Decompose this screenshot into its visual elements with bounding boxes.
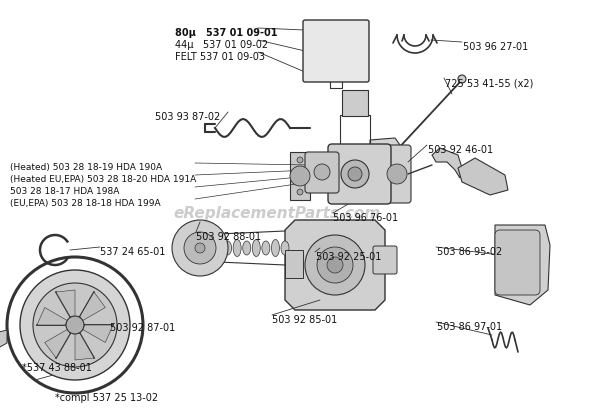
Polygon shape xyxy=(458,158,508,195)
Circle shape xyxy=(184,232,216,264)
Text: 503 96 76-01: 503 96 76-01 xyxy=(333,213,398,223)
Circle shape xyxy=(172,220,228,276)
Ellipse shape xyxy=(253,240,260,256)
Text: (Heated EU,EPA) 503 28 18-20 HDA 191A: (Heated EU,EPA) 503 28 18-20 HDA 191A xyxy=(10,175,196,184)
Circle shape xyxy=(387,164,407,184)
Bar xyxy=(342,90,368,116)
Bar xyxy=(290,152,310,200)
Text: 503 28 18-17 HDA 198A: 503 28 18-17 HDA 198A xyxy=(10,187,119,196)
Polygon shape xyxy=(75,333,94,360)
Circle shape xyxy=(458,75,466,83)
Ellipse shape xyxy=(281,241,289,255)
Circle shape xyxy=(20,270,130,380)
FancyBboxPatch shape xyxy=(328,144,391,204)
Polygon shape xyxy=(45,329,70,358)
Text: 503 96 27-01: 503 96 27-01 xyxy=(463,42,528,52)
Circle shape xyxy=(297,189,303,195)
Text: 503 92 46-01: 503 92 46-01 xyxy=(428,145,493,155)
Ellipse shape xyxy=(262,241,270,255)
FancyBboxPatch shape xyxy=(303,20,369,82)
Circle shape xyxy=(195,243,205,253)
Ellipse shape xyxy=(214,240,222,256)
Text: 503 92 25-01: 503 92 25-01 xyxy=(316,252,381,262)
Text: *537 43 88-01: *537 43 88-01 xyxy=(22,363,92,373)
Bar xyxy=(285,250,303,278)
Text: 503 92 88-01: 503 92 88-01 xyxy=(196,232,261,242)
FancyBboxPatch shape xyxy=(383,145,411,203)
Ellipse shape xyxy=(224,241,231,255)
Polygon shape xyxy=(37,307,68,325)
Polygon shape xyxy=(495,225,550,305)
Circle shape xyxy=(290,166,310,186)
Polygon shape xyxy=(285,220,385,310)
Circle shape xyxy=(314,164,330,180)
Text: (EU,EPA) 503 28 18-18 HDA 199A: (EU,EPA) 503 28 18-18 HDA 199A xyxy=(10,199,160,208)
Text: FELT 537 01 09-03: FELT 537 01 09-03 xyxy=(175,52,265,62)
FancyBboxPatch shape xyxy=(495,230,540,295)
Text: 503 93 87-02: 503 93 87-02 xyxy=(155,112,220,122)
Text: 537 24 65-01: 537 24 65-01 xyxy=(100,247,165,257)
Ellipse shape xyxy=(242,241,251,255)
Circle shape xyxy=(297,157,303,163)
Text: 80μ   537 01 09-01: 80μ 537 01 09-01 xyxy=(175,28,277,38)
Text: 503 86 95-02: 503 86 95-02 xyxy=(437,247,502,257)
Polygon shape xyxy=(432,148,462,178)
Polygon shape xyxy=(82,325,113,342)
Polygon shape xyxy=(56,290,75,317)
Circle shape xyxy=(341,160,369,188)
Text: *compl 537 25 13-02: *compl 537 25 13-02 xyxy=(55,393,158,403)
Polygon shape xyxy=(80,292,105,321)
Polygon shape xyxy=(0,330,7,347)
FancyBboxPatch shape xyxy=(305,152,339,193)
Text: 503 86 97-01: 503 86 97-01 xyxy=(437,322,502,332)
Circle shape xyxy=(305,235,365,295)
Ellipse shape xyxy=(233,240,241,256)
Text: 44μ   537 01 09-02: 44μ 537 01 09-02 xyxy=(175,40,268,50)
Circle shape xyxy=(33,283,117,367)
Circle shape xyxy=(66,316,84,334)
Circle shape xyxy=(317,247,353,283)
Polygon shape xyxy=(370,138,400,202)
Text: (Heated) 503 28 18-19 HDA 190A: (Heated) 503 28 18-19 HDA 190A xyxy=(10,163,162,172)
Text: 503 92 85-01: 503 92 85-01 xyxy=(272,315,337,325)
Text: eReplacementParts.com: eReplacementParts.com xyxy=(173,206,381,221)
Ellipse shape xyxy=(271,240,280,256)
Text: 725 53 41-55 (x2): 725 53 41-55 (x2) xyxy=(445,78,533,88)
Circle shape xyxy=(327,257,343,273)
Circle shape xyxy=(348,167,362,181)
FancyBboxPatch shape xyxy=(373,246,397,274)
Text: 503 92 87-01: 503 92 87-01 xyxy=(110,323,175,333)
